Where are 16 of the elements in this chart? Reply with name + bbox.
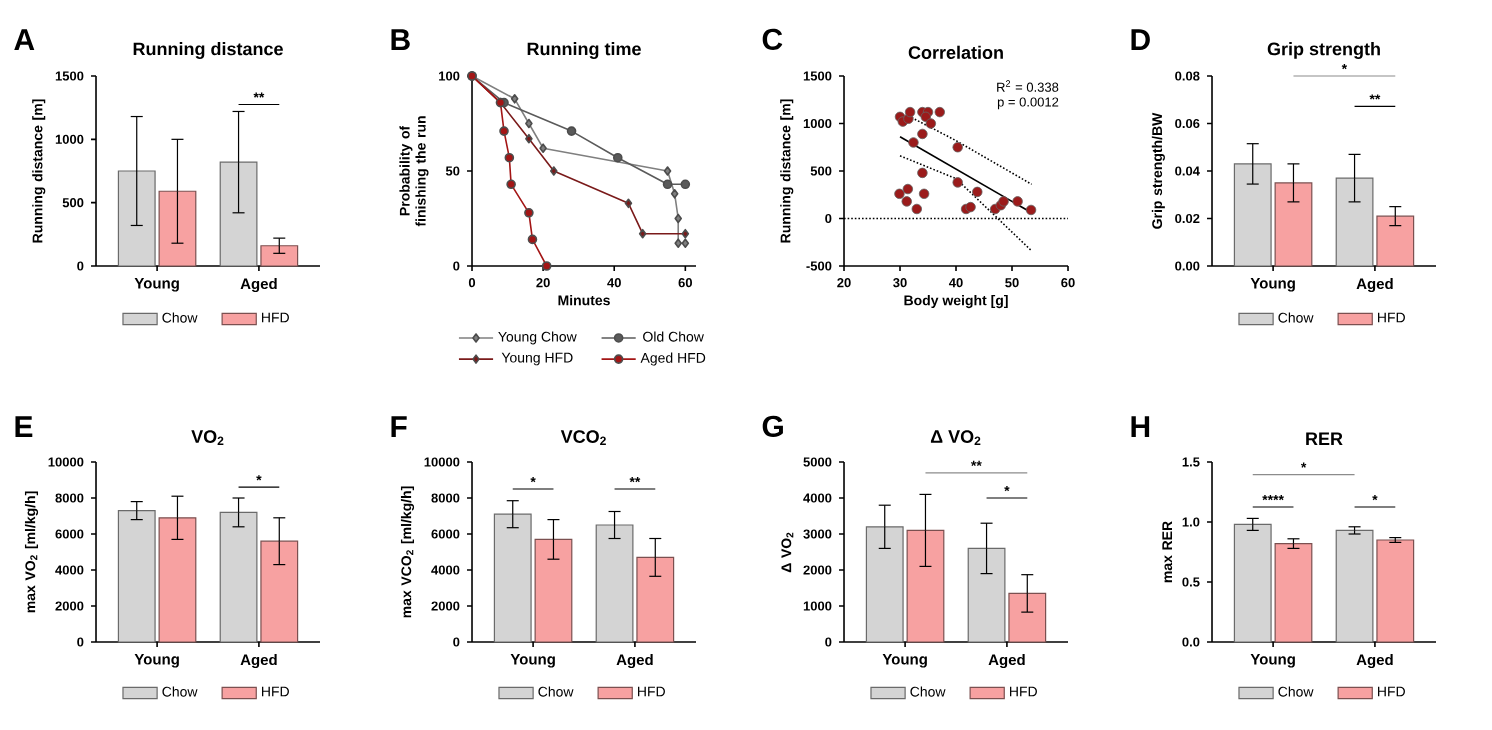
text: E	[15, 416, 33, 437]
text: D	[1131, 29, 1150, 50]
text: B	[391, 29, 410, 50]
chart-title: RER	[1306, 432, 1343, 445]
chart-title: Δ VO$_{2}$	[930, 430, 981, 445]
chart-title: VO$_{2}$	[191, 430, 224, 445]
text: F	[391, 416, 407, 437]
chart-title: Running distance	[133, 42, 283, 59]
text: A	[14, 29, 35, 50]
chart-title: Running time	[527, 42, 641, 59]
chart-title: VCO$_{2}$	[560, 430, 606, 445]
chart-title: Correlation	[908, 45, 1003, 59]
text: H	[1131, 416, 1150, 437]
chart-title: Grip strength	[1267, 42, 1380, 59]
text: C	[762, 28, 783, 50]
text: G	[762, 415, 783, 437]
